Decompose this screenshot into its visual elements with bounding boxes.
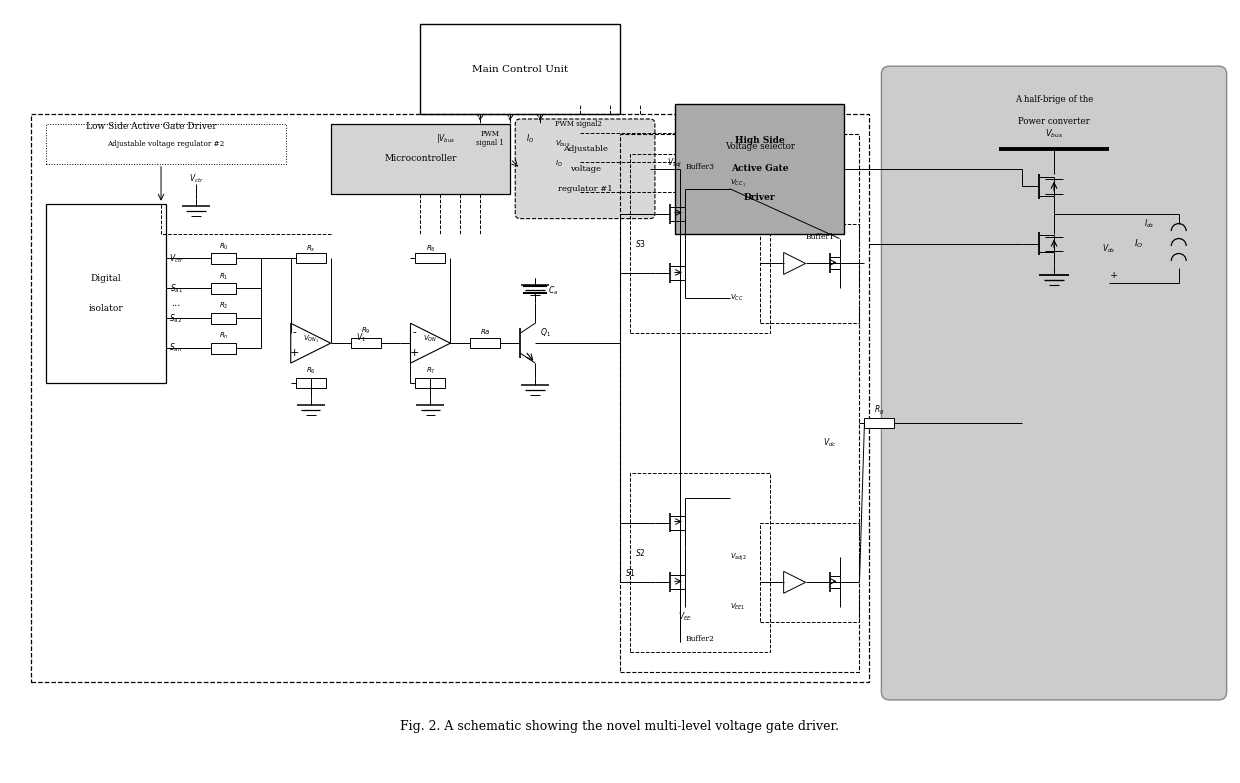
Text: $V_{bus}$: $V_{bus}$	[556, 139, 570, 149]
Text: $V_{CC_1}$: $V_{CC_1}$	[730, 179, 745, 189]
Text: -: -	[413, 328, 417, 338]
Text: A half-brige of the: A half-brige of the	[1014, 95, 1094, 103]
Bar	[211, 343, 236, 354]
Text: Main Control Unit: Main Control Unit	[472, 65, 568, 74]
Bar	[351, 338, 381, 348]
Text: isolator: isolator	[89, 304, 124, 312]
Text: Digital: Digital	[91, 274, 122, 283]
Text: $I_{ds}$: $I_{ds}$	[1143, 218, 1154, 230]
Text: $R_9$: $R_9$	[361, 326, 371, 337]
Text: $V_{adj}$: $V_{adj}$	[667, 157, 682, 171]
Text: +: +	[409, 348, 419, 358]
Text: Fig. 2. A schematic showing the novel multi-level voltage gate driver.: Fig. 2. A schematic showing the novel mu…	[401, 720, 839, 734]
Bar	[295, 254, 326, 263]
Bar	[211, 312, 236, 323]
Text: $V_{ON}$: $V_{ON}$	[423, 334, 438, 345]
Text: $V_{ctr}$: $V_{ctr}$	[169, 252, 184, 265]
Bar	[46, 204, 166, 383]
Bar	[295, 378, 326, 388]
Text: $R_7$: $R_7$	[425, 366, 435, 376]
Text: $R_1$: $R_1$	[218, 272, 228, 282]
Text: $V_{EE}$: $V_{EE}$	[678, 611, 692, 623]
Text: $C_a$: $C_a$	[548, 284, 558, 297]
Polygon shape	[784, 252, 806, 274]
Polygon shape	[290, 323, 331, 363]
Bar	[620, 134, 859, 672]
Bar	[331, 124, 510, 193]
Text: $R_g$: $R_g$	[874, 404, 884, 417]
Text: $S1$: $S1$	[625, 567, 636, 578]
Text: -: -	[293, 328, 296, 338]
Text: $V_{bus}$: $V_{bus}$	[1045, 128, 1063, 140]
Text: $R_8$: $R_8$	[425, 244, 435, 254]
Text: $S2$: $S2$	[635, 547, 646, 558]
Bar	[415, 254, 445, 263]
Bar	[470, 338, 500, 348]
Text: Adjustable voltage regulator #2: Adjustable voltage regulator #2	[108, 140, 224, 148]
Text: Buffer2: Buffer2	[686, 635, 714, 643]
Text: $Q_1$: $Q_1$	[539, 327, 551, 340]
Text: $S_{a2}$: $S_{a2}$	[170, 312, 182, 324]
Text: +: +	[1110, 271, 1118, 280]
Bar	[46, 124, 285, 164]
Text: Voltage selector: Voltage selector	[724, 143, 795, 151]
Text: $I_O$: $I_O$	[1135, 237, 1143, 250]
Bar	[675, 104, 844, 233]
Polygon shape	[784, 572, 806, 594]
Bar	[630, 153, 770, 334]
Text: $R_n$: $R_n$	[218, 331, 228, 341]
Text: $V_{CC}$: $V_{CC}$	[730, 293, 743, 304]
FancyBboxPatch shape	[516, 119, 655, 218]
Text: $V_{EE1}$: $V_{EE1}$	[730, 602, 745, 612]
FancyBboxPatch shape	[882, 66, 1226, 700]
Bar	[31, 114, 869, 682]
Bar	[760, 522, 859, 622]
Text: $S3$: $S3$	[635, 238, 646, 249]
Text: voltage: voltage	[569, 164, 600, 173]
Polygon shape	[410, 323, 450, 363]
Text: Buffer3: Buffer3	[686, 163, 714, 171]
Text: Active Gate: Active Gate	[730, 164, 789, 173]
Text: Microcontroller: Microcontroller	[384, 154, 456, 164]
Text: $V_{adj2}$: $V_{adj2}$	[730, 552, 746, 563]
Text: PWM signal2: PWM signal2	[556, 120, 603, 128]
Text: Driver: Driver	[744, 193, 775, 202]
Text: regulator #1: regulator #1	[558, 185, 613, 193]
Bar	[211, 253, 236, 264]
Text: $R_6$: $R_6$	[306, 366, 315, 376]
Text: ...: ...	[171, 299, 181, 308]
Text: High Side: High Side	[735, 135, 785, 145]
Text: $V_{ctr}$: $V_{ctr}$	[188, 172, 203, 185]
Bar	[630, 473, 770, 652]
Text: $R_x$: $R_x$	[306, 244, 316, 254]
Text: $V_{dc}$: $V_{dc}$	[823, 437, 836, 449]
Text: Buffer1: Buffer1	[805, 233, 835, 240]
Text: $V_{ON_1}$: $V_{ON_1}$	[303, 334, 319, 345]
Text: $Ra$: $Ra$	[480, 327, 491, 336]
Text: $|V_{bus}$: $|V_{bus}$	[435, 132, 455, 146]
Text: $R_2$: $R_2$	[218, 301, 228, 312]
Text: $S_{a1}$: $S_{a1}$	[170, 282, 182, 294]
Bar	[420, 24, 620, 114]
Text: Power converter: Power converter	[1018, 117, 1090, 127]
Bar	[211, 283, 236, 294]
Text: $S_{an}$: $S_{an}$	[170, 342, 182, 355]
Text: +: +	[290, 348, 299, 358]
Text: Low Side Active Gate Driver: Low Side Active Gate Driver	[86, 122, 217, 132]
Bar	[864, 418, 894, 428]
Text: $I_O$: $I_O$	[526, 132, 534, 145]
Text: $R_0$: $R_0$	[218, 241, 228, 251]
Text: $I_O$: $I_O$	[556, 159, 563, 169]
Bar	[415, 378, 445, 388]
Bar	[760, 224, 859, 323]
Text: $V_{ds}$: $V_{ds}$	[1102, 242, 1116, 254]
Text: $V_1$: $V_1$	[356, 332, 366, 345]
Text: PWM
signal 1: PWM signal 1	[476, 130, 505, 147]
Text: Adjustable: Adjustable	[563, 145, 608, 153]
